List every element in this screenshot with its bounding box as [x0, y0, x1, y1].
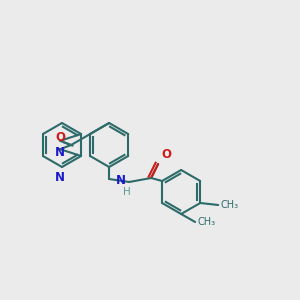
- Text: N: N: [55, 171, 65, 184]
- Text: N: N: [116, 175, 126, 188]
- Text: O: O: [161, 148, 171, 161]
- Text: H: H: [123, 187, 131, 197]
- Text: N: N: [55, 146, 65, 159]
- Text: CH₃: CH₃: [220, 200, 238, 210]
- Text: O: O: [55, 131, 65, 144]
- Text: CH₃: CH₃: [197, 217, 215, 227]
